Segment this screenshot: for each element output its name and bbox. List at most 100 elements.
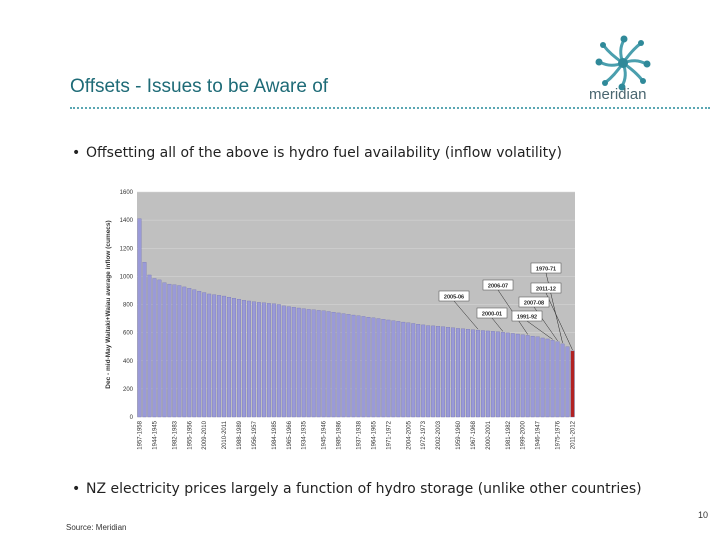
x-tick-label: 1937-1938 [356,420,362,449]
meridian-logo-icon [595,35,651,91]
annotation-label: 1991-92 [517,315,537,321]
bar [301,308,306,418]
annotation-arrow [545,292,573,351]
bar [555,341,560,418]
x-tick-label: 2011-2012 [571,420,577,449]
bar [480,330,485,418]
bar [172,284,177,418]
annotation-label: 2006-07 [488,284,508,290]
bar [411,323,416,418]
bar [346,314,351,418]
annotation-arrow [526,320,553,340]
bar [495,331,500,418]
y-tick-label: 1600 [120,190,134,196]
annotation-callout: 1991-92 [511,310,553,340]
bar [147,274,152,418]
bar [500,332,505,418]
bar [535,336,540,418]
bar [137,218,142,418]
bar [286,306,291,418]
bar [187,288,192,418]
bar [167,283,172,418]
x-axis-ticks: 1957-1958 1944-1945 1982-1983 1955-1956 2009… [137,420,576,449]
x-tick-label: 1985-1986 [337,420,343,449]
bar [565,346,570,418]
bullet-1-text: Offsetting all of the above is hydro fue… [86,145,562,161]
bar [271,303,276,418]
y-tick-label: 0 [130,415,134,421]
bar [311,309,316,418]
bar [451,327,455,418]
y-tick-label: 1000 [120,274,134,280]
bar [217,295,222,418]
bar [296,307,301,418]
bar [505,332,510,418]
y-tick-label: 200 [123,387,134,393]
bar [266,303,271,418]
bar [336,312,341,418]
x-tick-label: 1955-1956 [187,420,193,449]
annotations: 1970-71 2006-07 2011-12 2005-06 2007-08 2000-… [438,262,573,351]
bar [520,334,525,418]
bar [326,311,331,418]
bar [545,338,550,418]
bar [366,317,371,418]
x-tick-label: 1945-1946 [322,420,328,449]
bar [401,321,406,418]
x-tick-label: 1981-1982 [506,420,512,449]
x-tick-label: 1971-1972 [386,420,392,449]
bar [152,278,157,418]
bar [441,326,446,418]
bar [341,313,346,418]
bar [212,294,217,418]
bar [157,279,162,418]
bar [257,302,261,418]
annotation-label: 2007-08 [524,301,544,307]
x-tick-label: 1956-1957 [252,420,258,449]
bar [192,289,197,418]
bar [436,326,441,418]
bar [406,322,411,418]
x-tick-label: 1975-1976 [556,420,562,449]
annotation-arrow [453,300,479,330]
logo-wordmark: meridian [589,86,647,103]
bar [461,328,465,418]
bar [381,319,386,418]
x-tick-label: 2010-2011 [222,420,228,449]
x-tick-label: 1964-1965 [371,420,377,449]
x-tick-label: 1965-1966 [287,420,293,449]
y-tick-label: 400 [123,359,134,365]
y-tick-label: 600 [123,331,134,337]
bar [476,329,480,418]
annotation-label: 2011-12 [536,287,556,293]
x-tick-label: 1934-1935 [302,420,308,449]
annotation-box [530,262,562,274]
x-tick-label: 2009-2010 [202,420,208,449]
x-tick-label: 2000-2001 [486,420,492,449]
bar [177,285,182,418]
bar [361,316,366,418]
x-tick-label: 2004-2005 [406,420,412,449]
bar [182,286,187,418]
x-tick-label: 1984-1985 [272,420,278,449]
annotation-callout: 2011-12 [530,282,573,351]
bar [550,340,555,418]
y-tick-label: 1400 [120,218,134,224]
title-divider [70,107,710,109]
source-note: Source: Meridian [66,523,127,532]
bar [570,350,575,418]
bar [560,343,565,418]
bullet-2: • NZ electricity prices largely a functio… [72,481,642,497]
bar [356,315,361,418]
bar [237,299,241,418]
bar [421,324,426,418]
bars [137,218,575,418]
bar [247,300,251,418]
bar [207,293,212,418]
x-tick-label: 1957-1958 [137,420,143,449]
x-tick-label: 1972-1973 [421,420,427,449]
bar [242,300,246,418]
annotation-label: 1970-71 [536,267,556,273]
annotation-arrow [491,317,504,332]
